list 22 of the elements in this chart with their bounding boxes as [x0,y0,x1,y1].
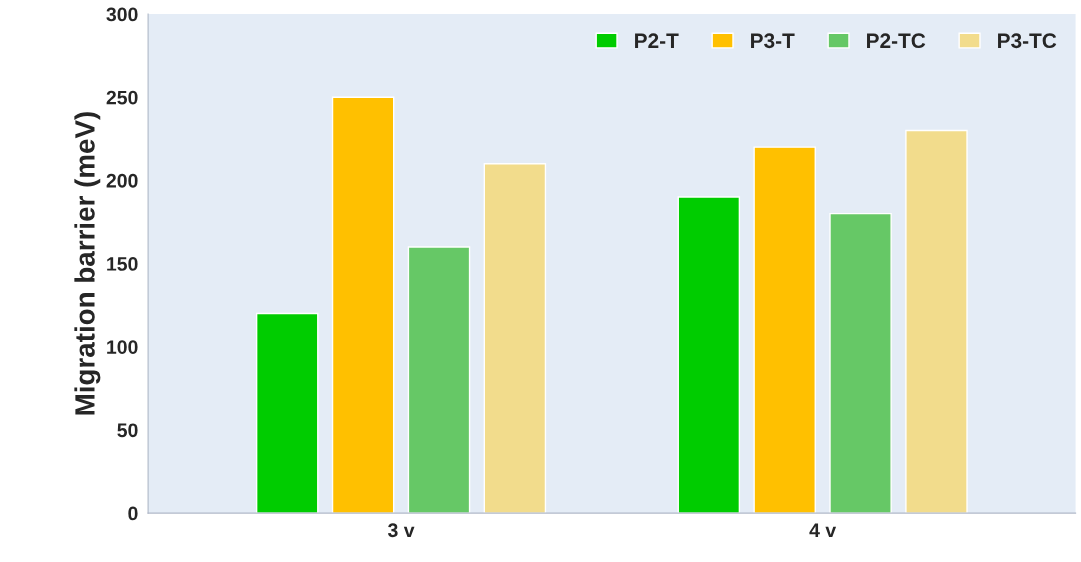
legend-label: P2-TC [867,33,926,49]
bar [255,312,319,514]
y-tick-label: 300 [106,7,138,22]
legend-label: P3-T [751,33,795,49]
x-tick-label: 4 v [809,523,837,537]
bar [407,246,471,514]
bar [483,163,547,514]
x-tick-label: 3 v [387,523,415,538]
y-axis-title: Migration barrier (meV) [74,112,101,415]
y-tick-label: 150 [107,257,138,271]
bar [677,196,741,514]
y-tick-label: 50 [117,423,138,438]
legend-label: P2-T [635,33,679,48]
y-tick-label: 0 [128,506,138,521]
bar [829,212,892,514]
y-tick-label: 250 [106,90,138,105]
y-tick-label: 200 [106,173,138,188]
bar [905,129,968,514]
legend-label: P3-TC [998,33,1057,49]
y-tick-label: 100 [107,340,138,354]
bar [331,96,395,514]
bar [753,146,816,514]
